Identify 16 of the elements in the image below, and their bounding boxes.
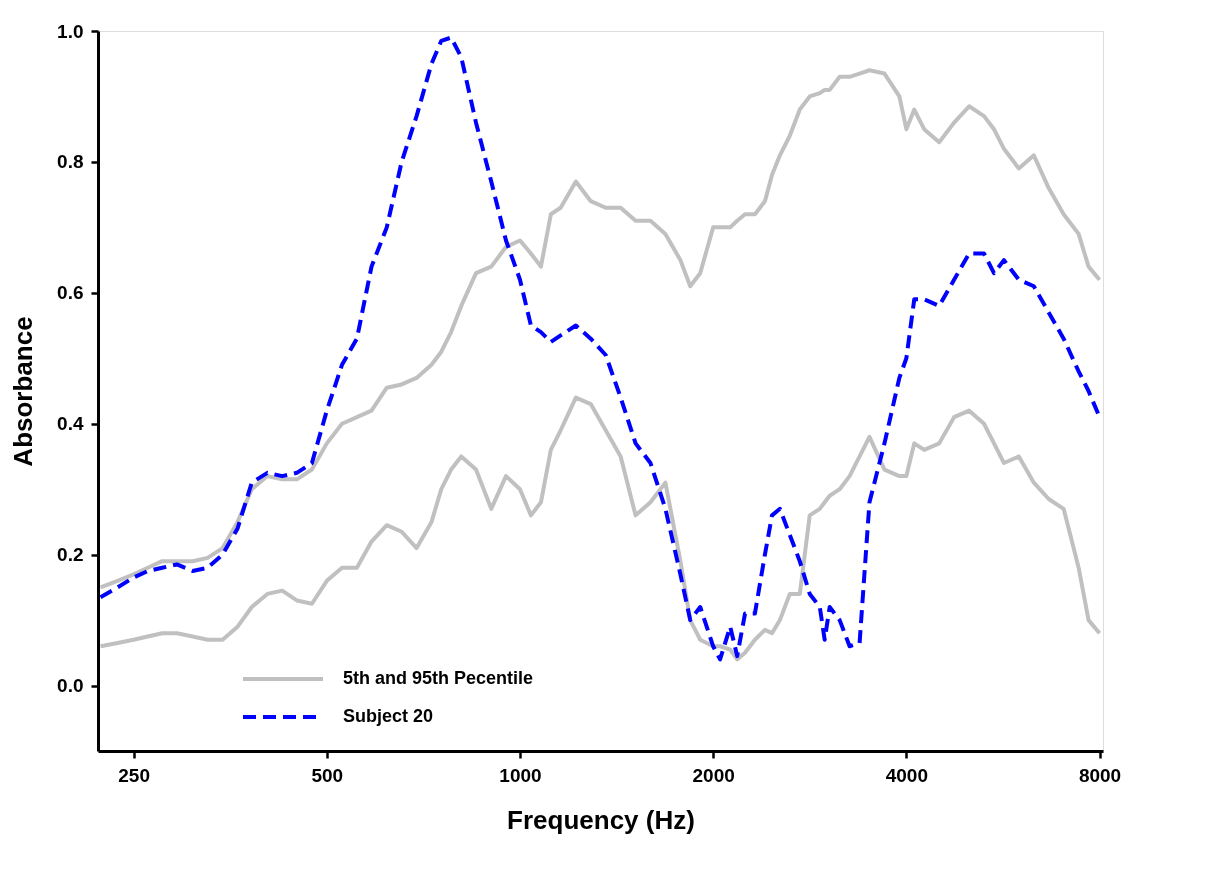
legend-label: Subject 20: [343, 706, 434, 726]
y-tick-label: 1.0: [57, 20, 84, 42]
y-tick-label: 0.0: [57, 675, 84, 697]
x-tick-label: 500: [311, 764, 344, 786]
y-tick-label: 0.2: [57, 544, 84, 566]
x-tick-label: 1000: [499, 764, 542, 786]
x-axis-title: Frequency (Hz): [507, 804, 695, 835]
x-tick-label: 8000: [1078, 764, 1122, 786]
x-tick-label: 4000: [885, 764, 928, 786]
y-axis-title: Absorbance: [8, 316, 39, 467]
legend-label: 5th and 95th Pecentile: [343, 668, 534, 688]
y-tick-label: 0.6: [57, 282, 84, 304]
x-tick-label: 250: [118, 764, 150, 786]
y-tick-label: 0.4: [57, 413, 84, 435]
x-tick-label: 2000: [692, 764, 735, 786]
y-tick-label: 0.8: [57, 151, 84, 173]
